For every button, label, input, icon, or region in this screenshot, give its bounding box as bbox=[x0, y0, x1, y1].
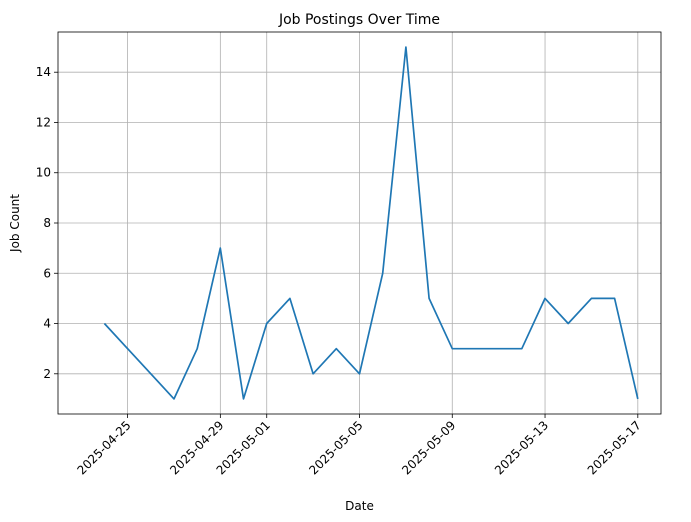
x-axis-label: Date bbox=[345, 499, 374, 513]
y-axis-label: Job Count bbox=[8, 194, 22, 253]
y-tick-label: 10 bbox=[36, 166, 51, 180]
y-tick-label: 8 bbox=[43, 216, 51, 230]
grid bbox=[58, 32, 661, 414]
series-line bbox=[103, 46, 639, 400]
plot-area bbox=[103, 46, 639, 400]
y-tick-label: 2 bbox=[43, 367, 51, 381]
y-tick-label: 6 bbox=[43, 266, 51, 280]
y-tick-label: 4 bbox=[43, 317, 51, 331]
y-tick-label: 14 bbox=[36, 65, 51, 79]
chart-title: Job Postings Over Time bbox=[278, 12, 440, 28]
y-tick-label: 12 bbox=[36, 115, 51, 129]
y-axis: 2 4 6 8 10 12 14 bbox=[36, 65, 58, 381]
